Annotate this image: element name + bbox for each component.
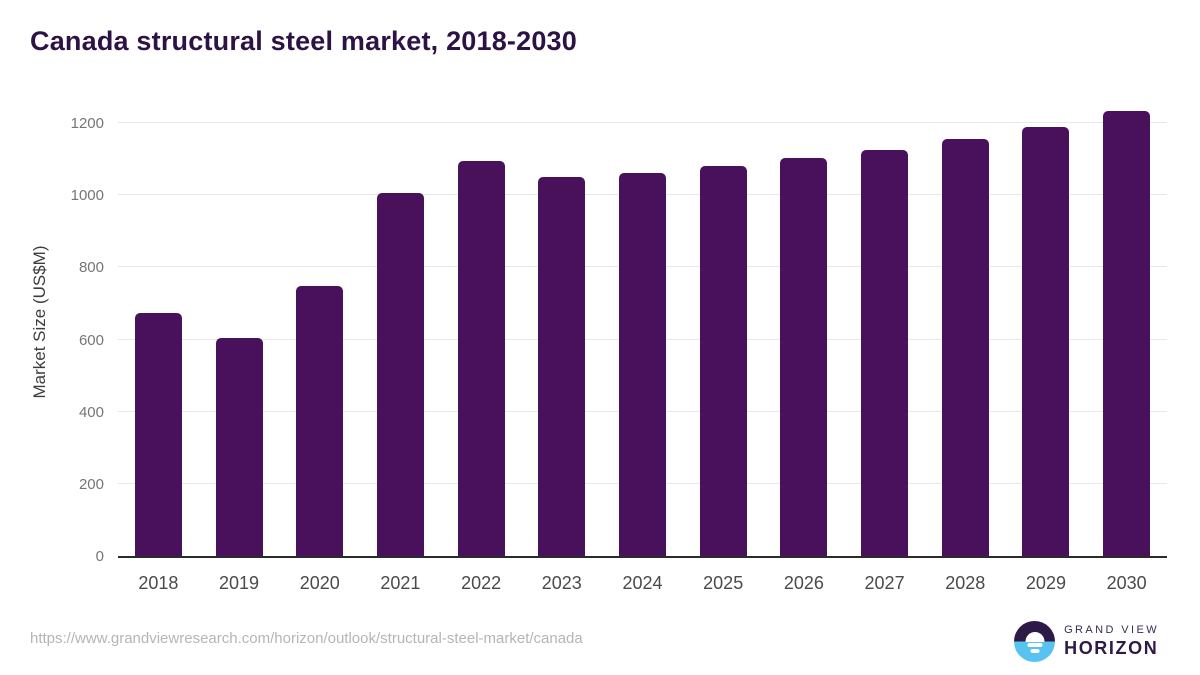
x-axis-tick-label: 2024 <box>622 573 663 593</box>
x-axis-tick-label: 2022 <box>461 573 502 593</box>
y-axis-tick-label: 200 <box>78 475 104 493</box>
page-title: Canada structural steel market, 2018-203… <box>30 26 577 56</box>
bar-2024[interactable] <box>619 172 666 556</box>
x-axis-tick-label: 2030 <box>1106 573 1147 593</box>
bar-2022[interactable] <box>457 160 505 556</box>
bar-2026[interactable] <box>780 158 828 556</box>
brand-name-horizon: HORIZON <box>1064 638 1159 658</box>
y-axis-tick-label: 600 <box>78 331 104 349</box>
x-axis-tick-label: 2027 <box>864 573 905 593</box>
x-axis-tick-label: 2018 <box>138 573 179 593</box>
plot-area: 0 200 400 600 800 1000 1200 2018 2019 2020 2021 202… <box>71 105 1167 593</box>
x-axis-tick-label: 2023 <box>541 573 582 593</box>
x-axis-tick-label: 2026 <box>783 573 824 593</box>
x-axis-tick-label: 2020 <box>299 573 340 593</box>
x-axis-tick-label: 2021 <box>380 573 421 593</box>
y-axis-tick-label: 800 <box>78 259 104 277</box>
brand-name-grand-view: GRAND VIEW <box>1064 624 1159 636</box>
brand-logo: GRAND VIEW HORIZON <box>1014 621 1159 662</box>
y-axis-title: Market Size (US$M) <box>30 245 49 399</box>
brand-text: GRAND VIEW HORIZON <box>1064 624 1159 659</box>
bar-2029[interactable] <box>1022 127 1070 556</box>
bar-2030[interactable] <box>1103 110 1151 556</box>
y-axis-tick-label: 400 <box>78 403 104 421</box>
bar-2021[interactable] <box>376 192 424 556</box>
bar-2023[interactable] <box>538 177 586 556</box>
source-url: https://www.grandviewresearch.com/horizo… <box>30 630 583 647</box>
horizon-sun-circle-icon <box>1014 621 1056 662</box>
bar-2020[interactable] <box>296 285 344 556</box>
logo-sun-dome <box>1025 631 1045 642</box>
bar-2018[interactable] <box>134 313 182 556</box>
logo-ray-short <box>1030 649 1040 653</box>
bar-2019[interactable] <box>215 338 263 556</box>
x-axis-tick-label: 2029 <box>1025 573 1066 593</box>
x-axis-tick-label: 2025 <box>703 573 744 593</box>
y-axis-tick-label: 1000 <box>70 187 104 205</box>
bar-2028[interactable] <box>941 138 989 556</box>
bar-2025[interactable] <box>699 166 747 556</box>
logo-ray-long <box>1027 643 1043 647</box>
bar-2027[interactable] <box>861 149 909 556</box>
x-axis-tick-label: 2028 <box>945 573 986 593</box>
y-axis-tick-label: 0 <box>95 548 104 565</box>
gridline <box>118 122 1167 124</box>
y-axis-tick-label: 1200 <box>70 115 104 133</box>
x-axis-tick-label: 2019 <box>219 573 260 593</box>
